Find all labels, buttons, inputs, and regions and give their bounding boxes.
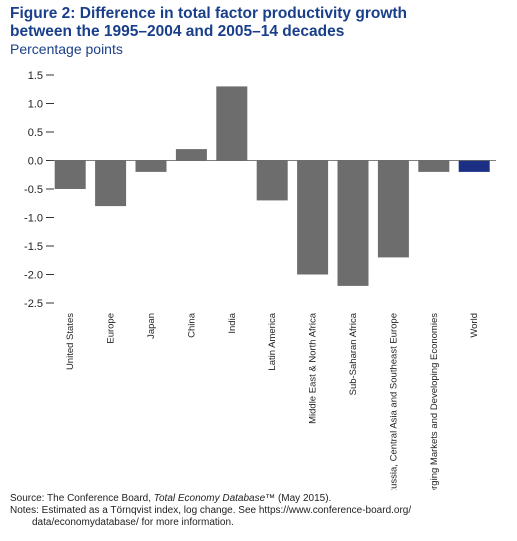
x-category-label: Latin America xyxy=(267,312,278,370)
x-category-label: Japan xyxy=(146,313,157,339)
notes-line-2: data/economydatabase/ for more informati… xyxy=(32,517,234,528)
y-tick-label: -2.5 xyxy=(24,298,43,310)
y-tick-label: 1.0 xyxy=(28,99,43,111)
bar-chart: 1.5 1.0 0.5 0.0 -0.5 -1.0 -1.5 -2.0 -2.5 United S… xyxy=(24,70,496,490)
chart-subtitle: Percentage points xyxy=(10,41,123,57)
y-tick-label: 0.0 xyxy=(28,156,43,168)
y-tick-label: -1.0 xyxy=(24,213,43,225)
x-category-label: Russia, Central Asia and Southeast Europ… xyxy=(388,313,399,490)
source-database: Total Economy Database xyxy=(153,493,266,504)
y-tick-label: 0.5 xyxy=(28,127,43,139)
bar xyxy=(458,160,490,172)
bar xyxy=(418,160,450,172)
chart-notes: Source: The Conference Board, Total Econ… xyxy=(10,493,515,529)
source-prefix: Source: The Conference Board, xyxy=(10,493,154,504)
x-category-label: World xyxy=(469,313,480,338)
chart-title-block: Figure 2: Difference in total factor pro… xyxy=(10,5,510,58)
x-category-label: Middle East & North Africa xyxy=(308,312,319,424)
x-category-label: India xyxy=(227,312,238,333)
y-tick-label: -0.5 xyxy=(24,184,43,196)
bar xyxy=(54,160,86,189)
x-category-label: China xyxy=(186,312,197,338)
notes-line-1: Notes: Estimated as a Törnqvist index, l… xyxy=(10,505,412,516)
bar xyxy=(297,160,329,275)
bar xyxy=(95,160,127,207)
source-line: Source: The Conference Board, Total Econ… xyxy=(10,493,515,505)
chart-title-line-2: between the 1995–2004 and 2005–14 decade… xyxy=(10,23,345,40)
bar xyxy=(337,160,369,286)
bar xyxy=(256,160,288,201)
bar xyxy=(175,149,207,161)
x-category-label: Emerging Markets and Developing Economie… xyxy=(429,313,440,490)
bar xyxy=(216,86,248,161)
y-tick-label: -1.5 xyxy=(24,241,43,253)
y-tick-label: 1.5 xyxy=(28,70,43,82)
bar xyxy=(377,160,409,258)
x-category-label: Sub-Saharan Africa xyxy=(348,312,359,395)
y-tick-label: -2.0 xyxy=(24,270,43,282)
bar xyxy=(135,160,167,172)
source-suffix: ™ (May 2015). xyxy=(265,493,332,504)
x-category-label: Europe xyxy=(106,313,117,344)
x-category-label: United States xyxy=(65,313,76,370)
chart-title-line-1: Figure 2: Difference in total factor pro… xyxy=(10,5,408,22)
